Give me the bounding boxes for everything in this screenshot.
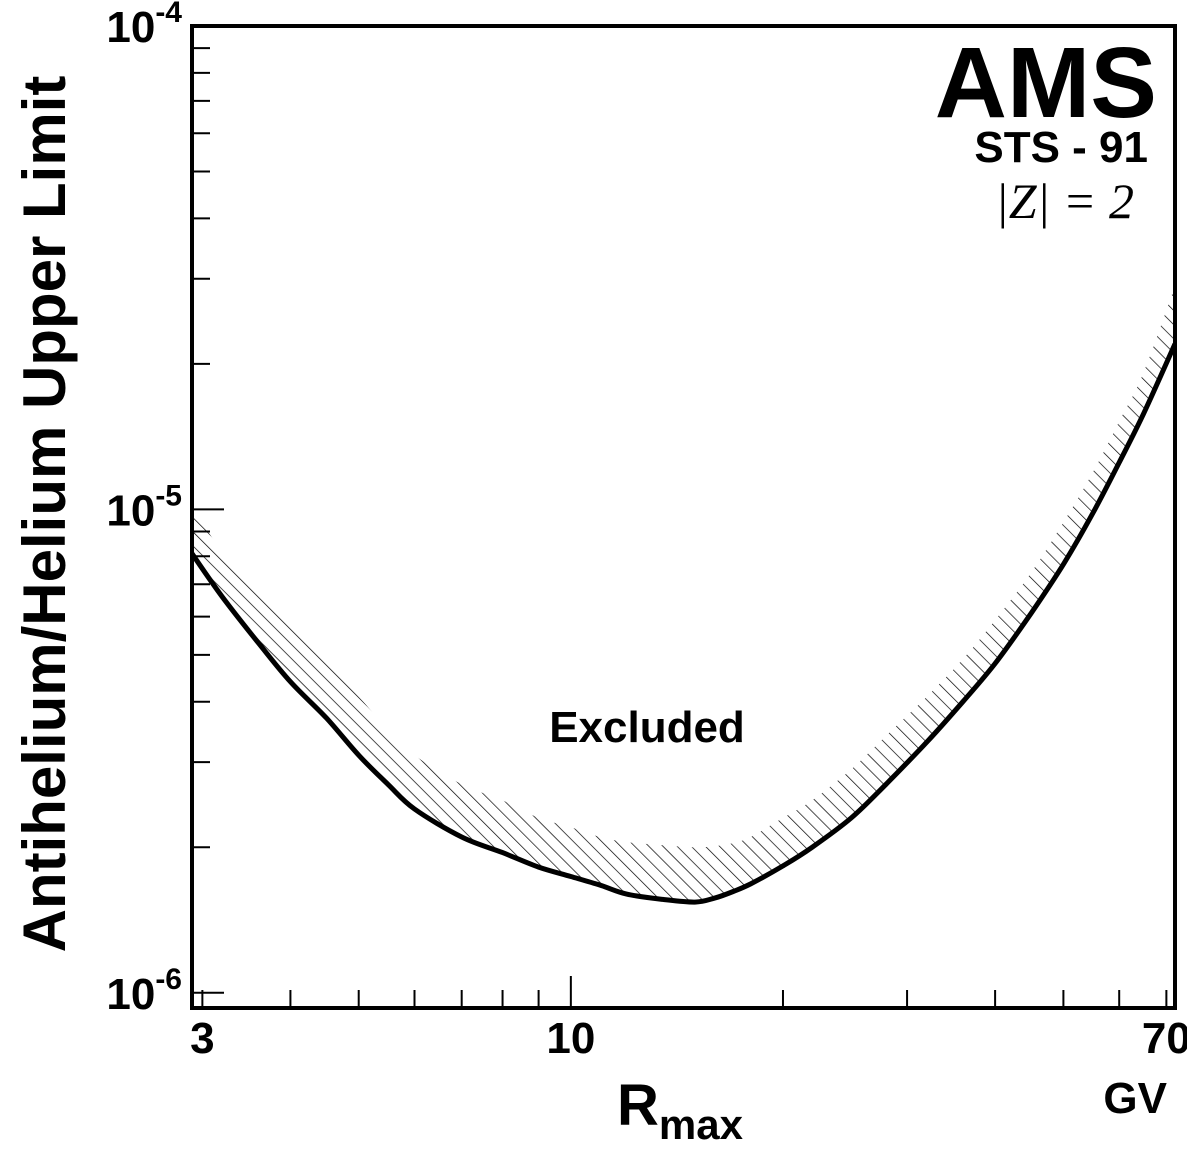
y-tick-label: 10-5	[106, 479, 182, 535]
mission-label: STS - 91	[974, 123, 1148, 172]
shaded-band	[192, 285, 1175, 903]
x-axis-title: Rmax	[617, 1073, 744, 1148]
y-tick-label-base: 10	[106, 486, 155, 535]
plot-area	[192, 285, 1175, 905]
x-axis-title-main: R	[617, 1073, 659, 1138]
x-axis-title-subscript: max	[659, 1101, 744, 1148]
y-tick-label-exponent: -6	[155, 963, 182, 996]
excluded-label: Excluded	[549, 703, 745, 752]
y-axis-title: Antihelium/Helium Upper Limit	[11, 76, 78, 953]
x-axis-ticks	[201, 976, 1168, 1008]
y-tick-label-exponent: -4	[155, 0, 182, 29]
x-tick-label: 70	[1142, 1014, 1187, 1063]
charge-label: |Z| = 2	[995, 173, 1134, 229]
y-tick-label: 10-4	[106, 0, 182, 52]
x-axis-tick-labels: 3 10 70	[190, 1014, 1187, 1063]
y-tick-label-base: 10	[106, 3, 155, 52]
y-tick-label-exponent: -5	[155, 479, 182, 512]
plot-frame	[190, 24, 1177, 1010]
x-tick-label: 10	[546, 1014, 595, 1063]
experiment-label: AMS	[935, 27, 1157, 139]
y-axis-ticks	[192, 25, 224, 994]
y-tick-label: 10-6	[106, 963, 182, 1019]
y-axis-tick-labels: 10-610-510-4	[106, 0, 182, 1019]
x-axis-unit: GV	[1103, 1074, 1167, 1123]
limit-curve	[192, 342, 1175, 905]
x-tick-label: 3	[190, 1014, 214, 1063]
y-tick-label-base: 10	[106, 970, 155, 1019]
